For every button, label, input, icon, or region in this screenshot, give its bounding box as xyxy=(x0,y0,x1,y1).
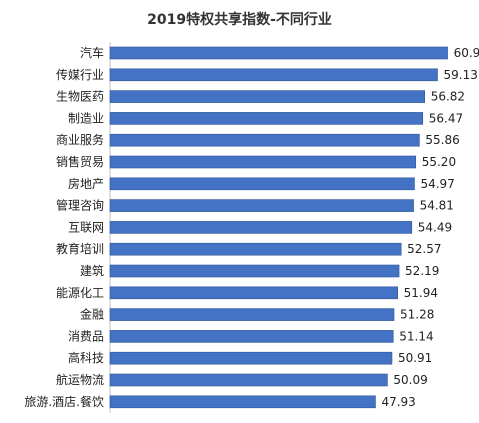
bar xyxy=(109,133,420,147)
bar xyxy=(109,286,398,300)
chart-title: 2019特权共享指数-不同行业 xyxy=(147,12,332,28)
category-label: 航运物流 xyxy=(56,372,104,387)
bar xyxy=(109,330,394,343)
category-label: 教育培训 xyxy=(56,241,104,256)
bar xyxy=(109,112,424,125)
bar xyxy=(109,68,438,82)
category-label: 旅游.酒店.餐饮 xyxy=(24,394,104,409)
bar xyxy=(109,373,388,387)
value-label: 55.86 xyxy=(425,133,459,147)
category-label: 建筑 xyxy=(80,263,104,278)
bar xyxy=(109,264,400,278)
category-label: 能源化工 xyxy=(56,286,104,300)
value-label: 54.81 xyxy=(420,199,454,213)
bar xyxy=(109,46,448,60)
value-label: 52.57 xyxy=(407,242,441,256)
value-label: 56.47 xyxy=(429,111,463,125)
bar xyxy=(109,199,414,212)
value-label: 50.09 xyxy=(393,373,427,387)
bar xyxy=(109,90,425,103)
value-label: 56.82 xyxy=(431,90,465,104)
bar xyxy=(109,351,393,365)
value-label: 55.20 xyxy=(422,155,456,169)
value-label: 59.13 xyxy=(443,68,477,82)
bar xyxy=(109,221,413,234)
category-label: 互联网 xyxy=(68,220,104,234)
bar xyxy=(109,242,402,256)
category-label: 销售贸易 xyxy=(56,154,104,169)
category-label: 金融 xyxy=(80,307,104,322)
value-label: 60.95 xyxy=(454,46,479,60)
value-label: 51.94 xyxy=(404,286,438,300)
value-label: 52.19 xyxy=(405,264,439,278)
bar xyxy=(109,308,395,321)
category-label: 房地产 xyxy=(68,176,104,191)
category-label: 管理咨询 xyxy=(56,198,104,213)
category-label: 消费品 xyxy=(68,329,104,343)
category-label: 高科技 xyxy=(68,350,104,365)
category-label: 商业服务 xyxy=(56,132,104,147)
category-label: 制造业 xyxy=(68,111,104,125)
value-label: 54.49 xyxy=(418,220,452,234)
value-label: 51.14 xyxy=(399,329,433,343)
value-label: 47.93 xyxy=(381,395,415,409)
category-label: 传媒行业 xyxy=(56,67,104,82)
bar xyxy=(109,395,376,409)
value-label: 51.28 xyxy=(400,308,434,322)
category-label: 生物医药 xyxy=(56,90,104,104)
value-label: 54.97 xyxy=(420,177,454,191)
value-label: 50.91 xyxy=(398,351,432,365)
category-label: 汽车 xyxy=(80,45,104,60)
bar xyxy=(109,177,415,191)
bar xyxy=(109,155,417,169)
